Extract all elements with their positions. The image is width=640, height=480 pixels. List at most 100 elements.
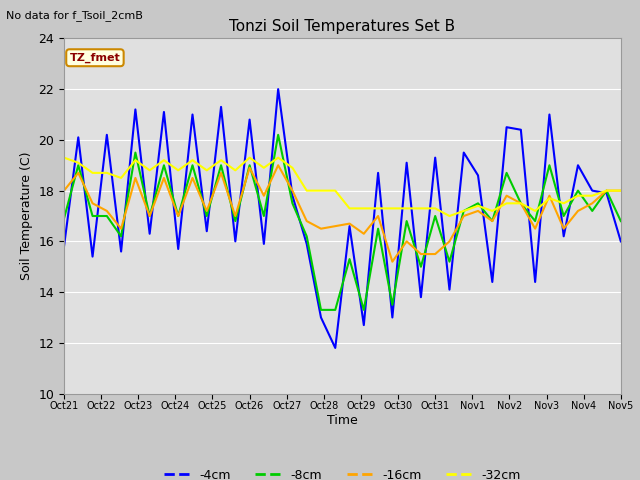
-4cm bbox=[503, 124, 511, 130]
-16cm bbox=[74, 170, 82, 176]
Legend: -4cm, -8cm, -16cm, -32cm: -4cm, -8cm, -16cm, -32cm bbox=[159, 464, 526, 480]
-32cm bbox=[460, 208, 468, 214]
-32cm bbox=[517, 201, 525, 206]
-8cm bbox=[545, 162, 553, 168]
-16cm bbox=[603, 188, 611, 193]
-16cm bbox=[531, 226, 539, 231]
-4cm bbox=[260, 241, 268, 247]
-32cm bbox=[617, 188, 625, 193]
-32cm bbox=[346, 205, 353, 211]
-32cm bbox=[417, 205, 425, 211]
Line: -16cm: -16cm bbox=[64, 165, 621, 262]
-32cm bbox=[574, 193, 582, 199]
-4cm bbox=[332, 345, 339, 351]
Line: -32cm: -32cm bbox=[64, 157, 621, 216]
-32cm bbox=[503, 201, 511, 206]
-8cm bbox=[303, 233, 310, 239]
-8cm bbox=[617, 218, 625, 224]
-32cm bbox=[445, 213, 453, 219]
-8cm bbox=[60, 216, 68, 221]
-4cm bbox=[160, 109, 168, 115]
-16cm bbox=[374, 213, 382, 219]
-16cm bbox=[332, 223, 339, 229]
-32cm bbox=[117, 175, 125, 181]
-8cm bbox=[146, 213, 154, 219]
-16cm bbox=[260, 193, 268, 199]
-16cm bbox=[89, 201, 97, 206]
-8cm bbox=[517, 201, 525, 206]
-4cm bbox=[460, 150, 468, 156]
-32cm bbox=[146, 168, 154, 173]
-4cm bbox=[246, 117, 253, 122]
-8cm bbox=[260, 213, 268, 219]
-16cm bbox=[317, 226, 325, 231]
Text: TZ_fmet: TZ_fmet bbox=[70, 53, 120, 63]
-16cm bbox=[174, 213, 182, 219]
-16cm bbox=[517, 201, 525, 206]
-8cm bbox=[474, 201, 482, 206]
-4cm bbox=[417, 294, 425, 300]
-4cm bbox=[289, 193, 296, 199]
-4cm bbox=[603, 190, 611, 196]
-16cm bbox=[203, 208, 211, 214]
-4cm bbox=[445, 287, 453, 292]
-8cm bbox=[103, 213, 111, 219]
-16cm bbox=[560, 226, 568, 231]
-8cm bbox=[217, 162, 225, 168]
-32cm bbox=[275, 155, 282, 160]
-4cm bbox=[89, 254, 97, 260]
-8cm bbox=[289, 201, 296, 206]
-32cm bbox=[488, 208, 496, 214]
Title: Tonzi Soil Temperatures Set B: Tonzi Soil Temperatures Set B bbox=[229, 20, 456, 35]
-32cm bbox=[189, 157, 196, 163]
-4cm bbox=[146, 231, 154, 237]
-4cm bbox=[132, 107, 140, 112]
-8cm bbox=[317, 307, 325, 313]
-16cm bbox=[289, 188, 296, 193]
-8cm bbox=[160, 162, 168, 168]
-16cm bbox=[232, 213, 239, 219]
-8cm bbox=[346, 256, 353, 262]
-8cm bbox=[403, 218, 410, 224]
-8cm bbox=[246, 162, 253, 168]
-8cm bbox=[445, 259, 453, 264]
-16cm bbox=[545, 193, 553, 199]
-8cm bbox=[332, 307, 339, 313]
-32cm bbox=[560, 201, 568, 206]
-32cm bbox=[403, 205, 410, 211]
-32cm bbox=[289, 165, 296, 171]
-8cm bbox=[431, 213, 439, 219]
-32cm bbox=[74, 160, 82, 166]
-16cm bbox=[460, 213, 468, 219]
-16cm bbox=[160, 175, 168, 181]
-8cm bbox=[603, 188, 611, 193]
-16cm bbox=[503, 193, 511, 199]
-8cm bbox=[117, 233, 125, 239]
-16cm bbox=[488, 218, 496, 224]
-4cm bbox=[275, 86, 282, 92]
-32cm bbox=[431, 205, 439, 211]
-16cm bbox=[146, 213, 154, 219]
-4cm bbox=[431, 155, 439, 160]
-32cm bbox=[588, 193, 596, 199]
-32cm bbox=[174, 168, 182, 173]
-32cm bbox=[603, 188, 611, 193]
-32cm bbox=[388, 205, 396, 211]
-4cm bbox=[303, 241, 310, 247]
-16cm bbox=[417, 251, 425, 257]
-8cm bbox=[232, 218, 239, 224]
-4cm bbox=[588, 188, 596, 193]
-32cm bbox=[89, 170, 97, 176]
-32cm bbox=[360, 205, 367, 211]
-8cm bbox=[574, 188, 582, 193]
-16cm bbox=[474, 208, 482, 214]
-4cm bbox=[317, 314, 325, 320]
-8cm bbox=[460, 208, 468, 214]
-4cm bbox=[617, 239, 625, 244]
-8cm bbox=[417, 264, 425, 270]
-16cm bbox=[360, 231, 367, 237]
-4cm bbox=[531, 279, 539, 285]
-4cm bbox=[103, 132, 111, 138]
-32cm bbox=[60, 155, 68, 160]
-16cm bbox=[431, 251, 439, 257]
